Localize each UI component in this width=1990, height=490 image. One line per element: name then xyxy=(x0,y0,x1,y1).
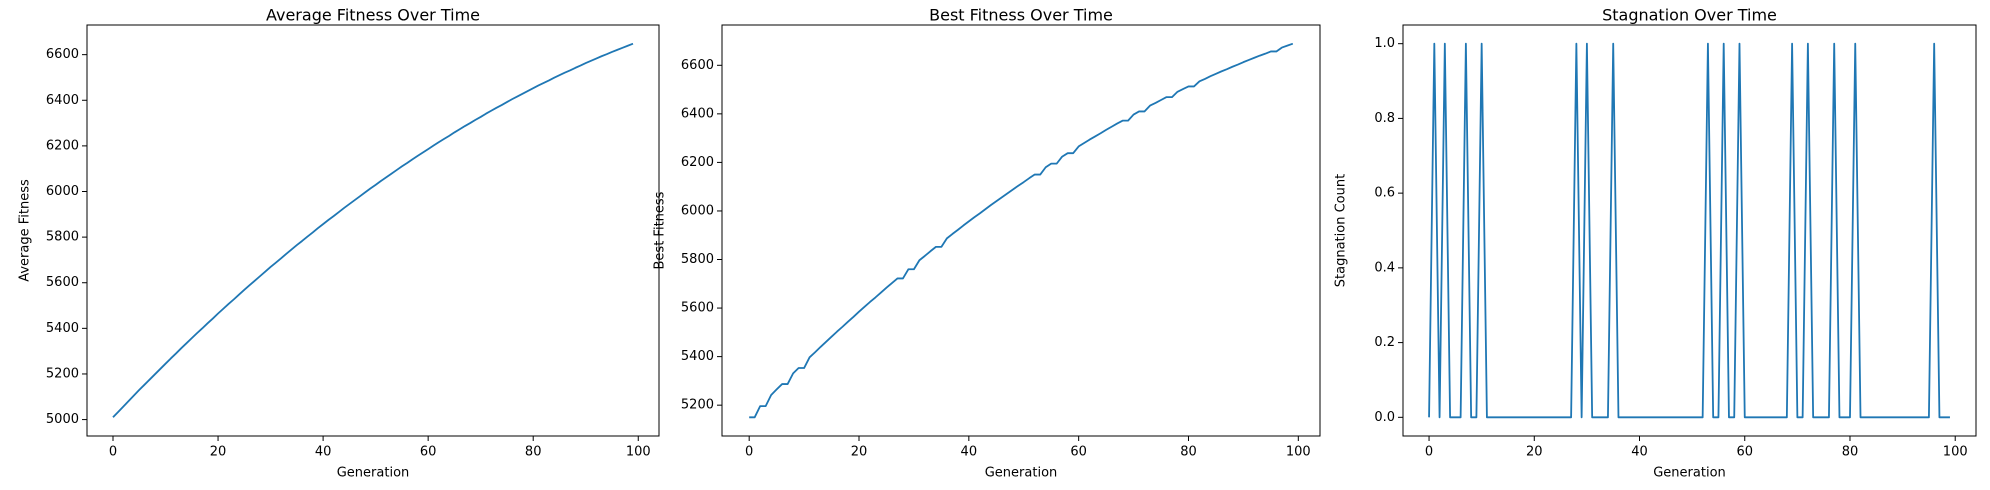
y-tick-label: 6600 xyxy=(681,58,714,73)
y-tick-label: 5200 xyxy=(681,398,714,413)
x-tick-label: 40 xyxy=(961,445,978,460)
x-tick-label: 80 xyxy=(1180,445,1197,460)
x-tick-label: 40 xyxy=(315,445,332,460)
y-tick-label: 5400 xyxy=(681,349,714,364)
y-tick-label: 0.2 xyxy=(1374,335,1395,350)
y-tick-label: 5800 xyxy=(681,252,714,267)
x-tick-label: 60 xyxy=(1736,445,1753,460)
x-axis-label: Generation xyxy=(1653,466,1726,481)
y-tick-label: 5600 xyxy=(46,275,79,290)
y-tick-label: 6200 xyxy=(46,138,79,153)
y-tick-label: 0.4 xyxy=(1374,260,1395,275)
subplot: Average Fitness Over Time Generation Avera… xyxy=(18,6,660,481)
x-tick-label: 0 xyxy=(745,445,753,460)
y-axis-label: Best Fitness xyxy=(653,191,668,269)
y-tick-label: 6400 xyxy=(681,106,714,121)
y-axis-label: Average Fitness xyxy=(18,179,33,282)
y-tick-label: 6200 xyxy=(681,155,714,170)
y-tick-label: 5200 xyxy=(46,366,79,381)
y-tick-label: 6400 xyxy=(46,93,79,108)
y-tick-label: 5600 xyxy=(681,301,714,316)
subplot: Best Fitness Over Time Generation Best Fit… xyxy=(653,6,1321,481)
x-tick-label: 80 xyxy=(525,445,542,460)
x-tick-label: 60 xyxy=(420,445,437,460)
y-tick-label: 5800 xyxy=(46,230,79,245)
y-tick-label: 5400 xyxy=(46,321,79,336)
x-tick-label: 100 xyxy=(626,445,651,460)
axes-frame xyxy=(1402,24,1977,437)
x-axis-label: Generation xyxy=(985,466,1058,481)
axes-frame xyxy=(721,24,1321,437)
x-tick-label: 20 xyxy=(210,445,227,460)
y-tick-label: 0.0 xyxy=(1374,410,1395,425)
subplot-title: Average Fitness Over Time xyxy=(266,6,480,25)
x-tick-label: 0 xyxy=(1425,445,1433,460)
x-axis-label: Generation xyxy=(337,466,410,481)
subplot-title: Stagnation Over Time xyxy=(1602,6,1777,25)
y-axis-label: Stagnation Count xyxy=(1334,174,1349,287)
x-tick-label: 60 xyxy=(1070,445,1087,460)
x-tick-label: 0 xyxy=(109,445,117,460)
series-line xyxy=(749,42,1294,419)
y-tick-label: 6000 xyxy=(46,184,79,199)
x-tick-label: 20 xyxy=(851,445,868,460)
subplot: Stagnation Over Time Generation Stagnation… xyxy=(1334,6,1977,481)
x-tick-label: 40 xyxy=(1631,445,1648,460)
y-tick-label: 6000 xyxy=(681,203,714,218)
series-line xyxy=(112,42,634,418)
series-line xyxy=(1428,42,1950,419)
x-tick-label: 80 xyxy=(1842,445,1859,460)
x-tick-label: 100 xyxy=(1943,445,1968,460)
x-tick-label: 20 xyxy=(1526,445,1543,460)
subplot-title: Best Fitness Over Time xyxy=(929,6,1113,25)
y-tick-label: 1.0 xyxy=(1374,36,1395,51)
y-tick-label: 0.8 xyxy=(1374,111,1395,126)
x-tick-label: 100 xyxy=(1286,445,1311,460)
y-tick-label: 5000 xyxy=(46,412,79,427)
y-tick-label: 6600 xyxy=(46,47,79,62)
axes-frame xyxy=(86,24,660,437)
y-tick-label: 0.6 xyxy=(1374,186,1395,201)
